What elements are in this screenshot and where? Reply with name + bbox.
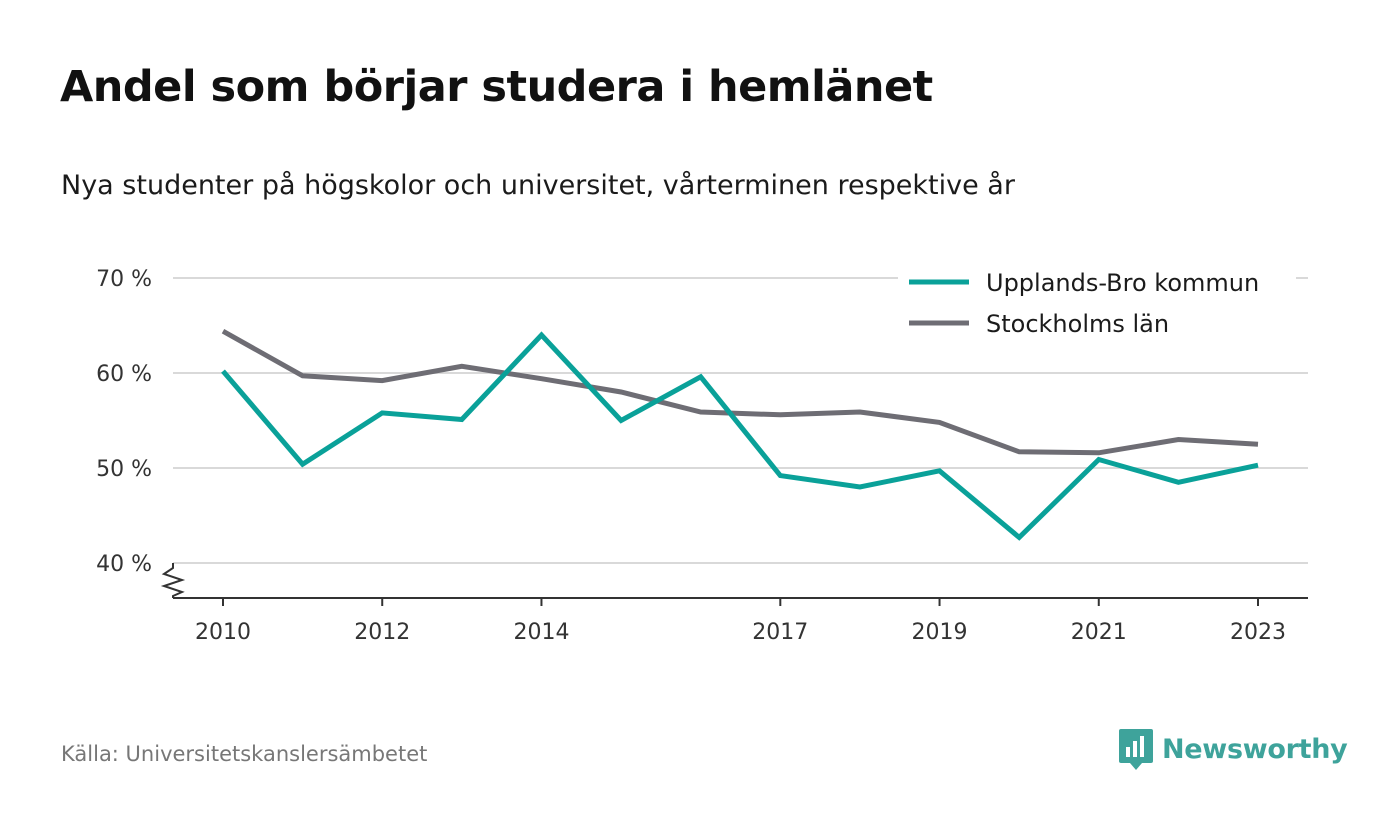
legend-background <box>898 262 1296 342</box>
series-line-stockholms-lan <box>221 329 1259 456</box>
legend-label: Stockholms län <box>986 310 1169 338</box>
chart-title: Andel som börjar studera i hemlänet <box>60 62 933 112</box>
x-tick-label: 2021 <box>1071 620 1127 645</box>
newsworthy-logo-icon <box>1119 729 1153 770</box>
source-note: Källa: Universitetskanslersämbetet <box>61 742 428 766</box>
y-tick-label: 60 % <box>96 362 152 387</box>
x-tick-label: 2017 <box>752 620 808 645</box>
series-line-upplands-bro <box>221 331 1259 541</box>
y-tick-label: 50 % <box>96 457 152 482</box>
brand-name: Newsworthy <box>1162 733 1348 765</box>
x-tick-label: 2019 <box>912 620 968 645</box>
chart-subtitle: Nya studenter på högskolor och universit… <box>61 170 1015 201</box>
y-axis-ticks: 40 % 50 % 60 % 70 % <box>96 267 152 577</box>
line-chart: 40 % 50 % 60 % 70 % 2010 2012 2014 2017 2019 202… <box>96 262 1308 645</box>
series-lines <box>221 329 1259 541</box>
x-tick-label: 2023 <box>1230 620 1286 645</box>
legend: Upplands-Bro kommun Stockholms län <box>898 262 1296 342</box>
legend-label: Upplands-Bro kommun <box>986 269 1259 297</box>
x-tick-label: 2012 <box>354 620 410 645</box>
y-tick-label: 40 % <box>96 552 152 577</box>
x-tick-label: 2014 <box>513 620 569 645</box>
x-tick-label: 2010 <box>195 620 251 645</box>
x-axis-ticks: 2010 2012 2014 2017 2019 2021 2023 <box>195 598 1286 645</box>
brand-logo: Newsworthy <box>1118 727 1348 771</box>
y-tick-label: 70 % <box>96 267 152 292</box>
axis-break-icon <box>160 563 186 598</box>
x-axis <box>160 563 1308 599</box>
